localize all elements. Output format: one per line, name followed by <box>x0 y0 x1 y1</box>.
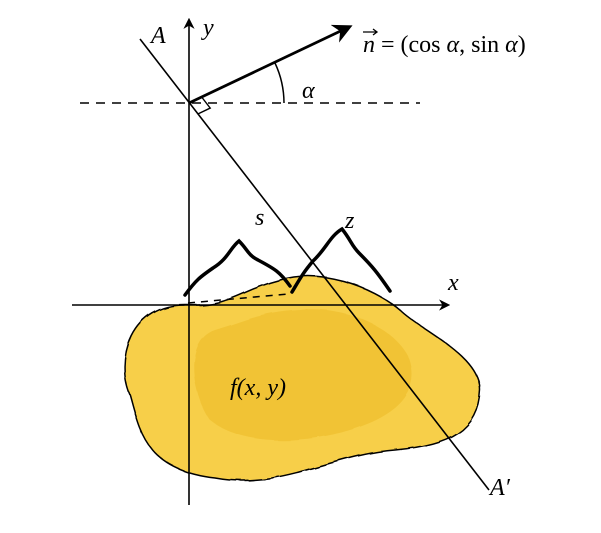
density-function-label: f(x, y) <box>230 375 286 401</box>
radon-diagram: x y A A′ α s z f(x, y) n = (cos α, sin α… <box>0 0 601 533</box>
angle-alpha-arc <box>275 63 284 103</box>
y-axis-label: y <box>201 15 214 41</box>
angle-alpha-label: α <box>302 78 315 104</box>
point-a-label: A <box>149 23 166 49</box>
point-a-prime-label: A′ <box>488 475 511 501</box>
normal-vector-label: n = (cos α, sin α) <box>363 29 526 58</box>
s-coordinate-label: s <box>255 205 264 231</box>
z-coordinate-label: z <box>344 208 355 234</box>
svg-text:n = (cos α, sin α): n = (cos α, sin α) <box>363 32 526 58</box>
x-axis-label: x <box>447 270 459 296</box>
